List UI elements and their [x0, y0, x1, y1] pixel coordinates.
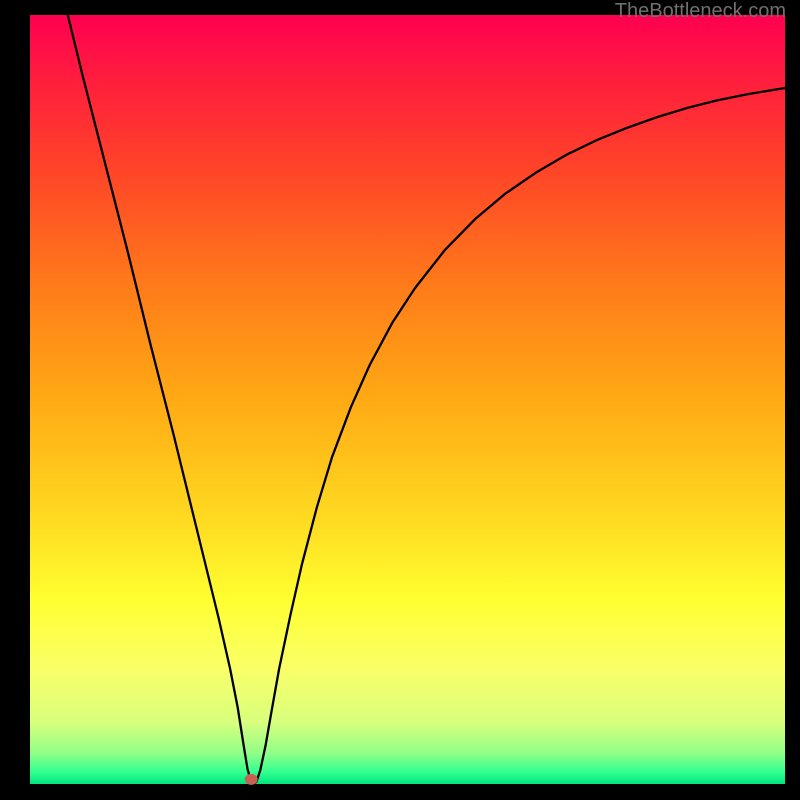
chart-container: TheBottleneck.com [0, 0, 800, 800]
watermark-text: TheBottleneck.com [615, 0, 786, 23]
optimal-point-marker [245, 774, 257, 784]
plot-area [30, 15, 785, 784]
curve-layer [30, 15, 785, 784]
bottleneck-curve [68, 15, 785, 784]
